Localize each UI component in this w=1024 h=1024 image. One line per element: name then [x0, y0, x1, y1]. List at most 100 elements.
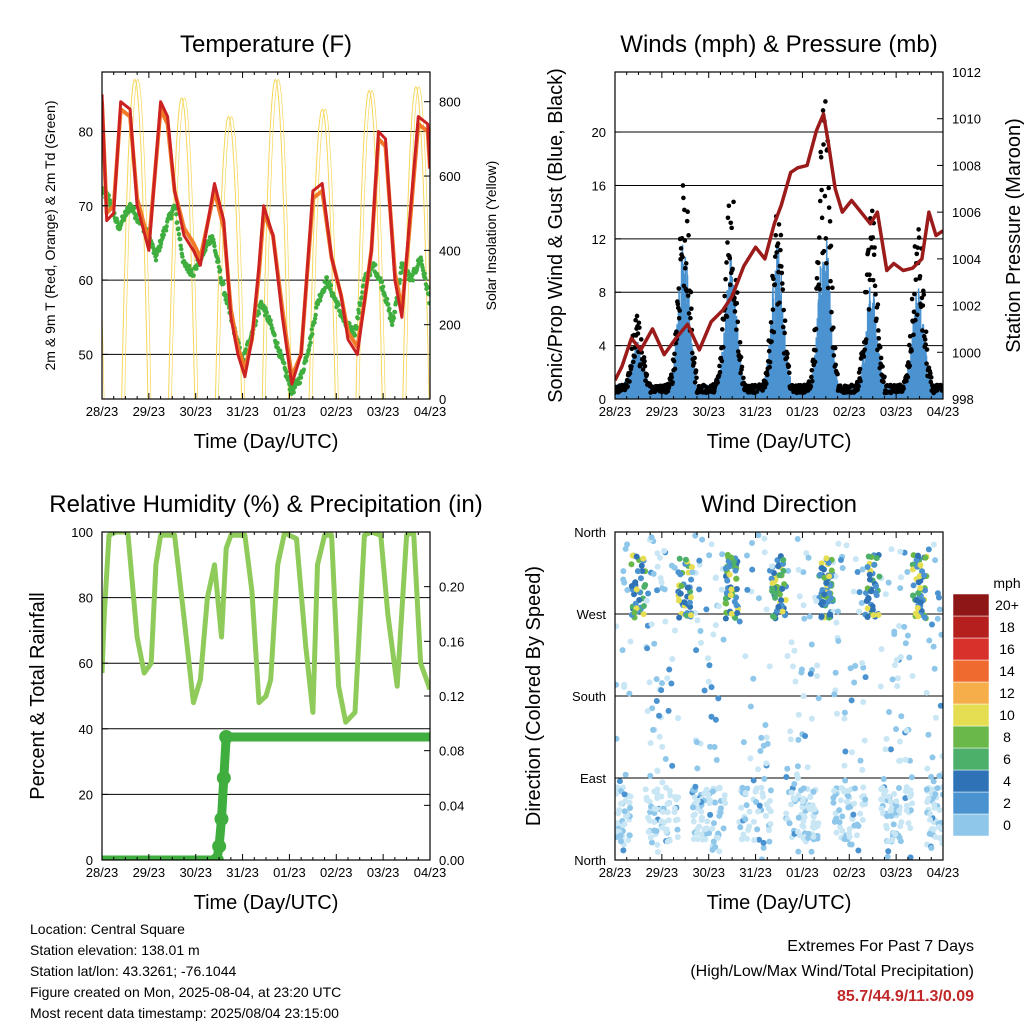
- dewpoint-point: [423, 275, 428, 281]
- rh-line: [102, 532, 430, 725]
- wind-gust-point: [640, 367, 646, 372]
- wind-gust-point: [779, 264, 784, 269]
- dewpoint-point: [392, 309, 398, 315]
- direction-point: [841, 709, 848, 716]
- wind-gust-point: [870, 277, 876, 283]
- direction-point: [921, 614, 928, 621]
- humidity-data: [102, 532, 430, 860]
- wind-gust-point: [686, 311, 692, 316]
- direction-point: [745, 826, 752, 833]
- solar-insolation-line: [355, 89, 383, 399]
- direction-point: [772, 594, 779, 601]
- direction-point: [750, 777, 757, 784]
- direction-ylabel: Direction (Colored By Speed): [523, 566, 545, 826]
- wind-gust-point: [764, 372, 770, 378]
- dewpoint-point: [387, 306, 392, 311]
- winds-data: [615, 99, 943, 399]
- direction-point: [687, 594, 694, 601]
- direction-point: [833, 619, 840, 626]
- extremes-values: 85.7/44.9/11.3/0.09: [836, 988, 974, 1005]
- direction-point: [646, 679, 653, 686]
- wind-gust-point: [916, 235, 922, 240]
- direction-point: [867, 588, 874, 595]
- direction-point: [653, 697, 660, 704]
- humidity-ytick-right-label: 0.20: [439, 580, 464, 595]
- wind-gust-point: [676, 315, 682, 321]
- direction-xtick-label: 04/23: [927, 865, 960, 880]
- direction-point: [817, 571, 824, 578]
- direction-point: [888, 812, 895, 819]
- direction-point: [823, 580, 830, 587]
- colorbar-label: 20+: [995, 597, 1019, 613]
- direction-point: [769, 588, 776, 595]
- dewpoint-point: [168, 216, 174, 221]
- direction-point: [624, 587, 631, 594]
- humidity-xtick-label: 02/23: [320, 865, 353, 880]
- wind-gust-point: [768, 320, 774, 325]
- direction-point: [621, 791, 628, 798]
- wind-gust-point: [871, 252, 877, 258]
- direction-point: [873, 583, 880, 590]
- wind-gust-point: [636, 320, 642, 326]
- winds-ytick-right-label: 1004: [952, 252, 981, 267]
- direction-point: [909, 566, 916, 573]
- direction-point: [902, 640, 909, 647]
- direction-point: [915, 552, 922, 559]
- direction-point: [886, 709, 893, 716]
- direction-point: [697, 639, 704, 646]
- direction-point: [693, 647, 700, 654]
- direction-point: [708, 541, 715, 548]
- direction-point: [843, 542, 850, 549]
- humidity-ytick-right-label: 0.16: [439, 634, 464, 649]
- winds-ytick-label: 16: [592, 178, 606, 193]
- wind-gust-point: [831, 353, 837, 358]
- direction-point: [869, 606, 876, 613]
- direction-point: [887, 807, 894, 814]
- wind-gust-point: [920, 328, 925, 333]
- direction-point: [722, 800, 729, 807]
- wind-gust-point: [821, 248, 827, 254]
- wind-gust-point: [721, 317, 727, 322]
- precip-point: [209, 853, 224, 860]
- direction-point: [781, 581, 788, 588]
- wind-gust-point: [638, 337, 644, 342]
- winds-ylabel-right: Station Pressure (Maroon): [1003, 118, 1024, 353]
- direction-point: [654, 767, 661, 774]
- direction-point: [658, 818, 665, 825]
- dewpoint-point: [169, 212, 174, 218]
- station-info: Location: Central Square Station elevati…: [30, 919, 341, 1024]
- direction-point: [932, 714, 939, 721]
- direction-point: [722, 595, 729, 602]
- direction-point: [885, 848, 892, 855]
- direction-point: [712, 622, 719, 629]
- direction-point: [934, 785, 941, 792]
- direction-point: [928, 773, 935, 780]
- direction-point: [659, 824, 666, 831]
- precip-line: [102, 732, 430, 860]
- direction-point: [616, 778, 623, 785]
- wind-gust-point: [881, 379, 886, 385]
- humidity-ytick-right-label: 0.04: [439, 798, 464, 813]
- direction-ytick-label: North: [574, 853, 606, 868]
- direction-point: [654, 563, 661, 570]
- wind-gust-point: [905, 374, 911, 380]
- direction-point: [897, 838, 904, 845]
- direction-point: [807, 793, 814, 800]
- direction-point: [706, 799, 713, 806]
- direction-point: [796, 593, 803, 600]
- wind-gust-point: [684, 218, 690, 224]
- dewpoint-point: [380, 284, 386, 289]
- direction-point: [851, 785, 858, 792]
- wind-gust-point: [693, 368, 699, 373]
- direction-point: [837, 557, 844, 564]
- wind-gust-point: [727, 282, 733, 288]
- humidity-ytick-label: 100: [71, 525, 93, 540]
- direction-point: [859, 816, 866, 823]
- direction-point: [846, 833, 853, 840]
- dewpoint-point: [354, 324, 359, 330]
- solar-insolation-line: [308, 108, 336, 399]
- direction-point: [646, 817, 653, 824]
- wind-gust-point: [870, 235, 876, 240]
- direction-point: [788, 639, 795, 646]
- direction-point: [705, 678, 712, 685]
